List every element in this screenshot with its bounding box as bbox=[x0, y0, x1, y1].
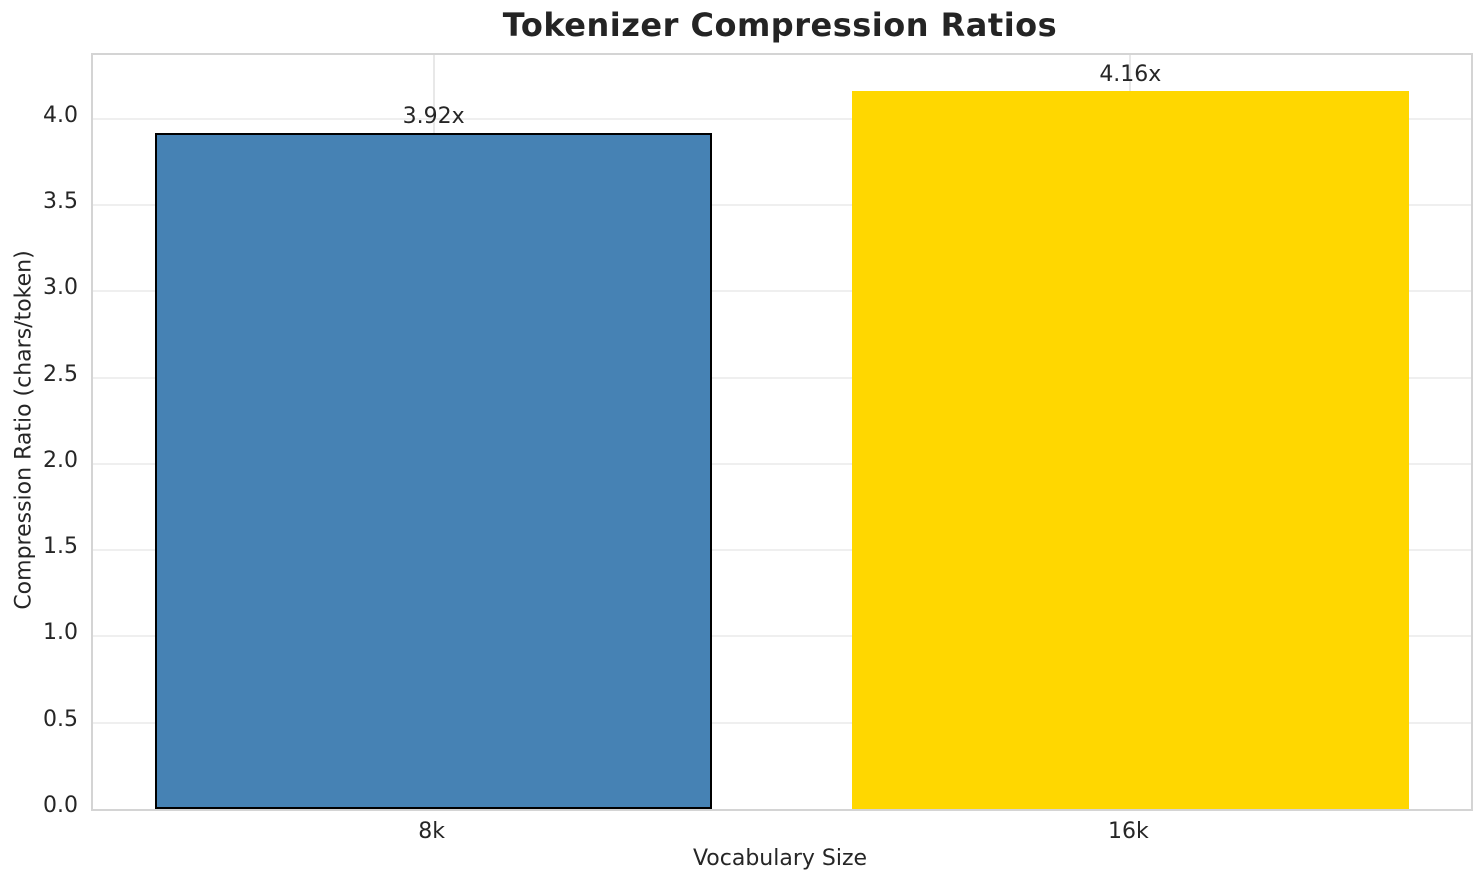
gridline-horizontal bbox=[93, 462, 1471, 465]
gridline-horizontal bbox=[93, 204, 1471, 207]
ytick-label: 0.5 bbox=[43, 706, 78, 732]
chart-title: Tokenizer Compression Ratios bbox=[502, 6, 1058, 44]
xtick-label: 8k bbox=[418, 819, 446, 844]
ytick-label: 0.0 bbox=[43, 793, 78, 818]
ytick-label: 4.0 bbox=[43, 102, 78, 128]
plot-area: 3.92x 4.16x bbox=[91, 53, 1473, 811]
bar-8k bbox=[155, 133, 712, 809]
bar-value-label: 4.16x bbox=[1099, 62, 1162, 87]
gridline-horizontal bbox=[93, 721, 1471, 724]
x-axis-label: Vocabulary Size bbox=[692, 846, 868, 871]
ytick-label: 3.5 bbox=[43, 189, 78, 215]
xtick-label: 16k bbox=[1107, 819, 1149, 844]
ytick-label: 1.5 bbox=[43, 534, 78, 560]
bar-value-label: 3.92x bbox=[402, 104, 465, 129]
gridline-horizontal bbox=[93, 290, 1471, 293]
ytick-label: 2.0 bbox=[43, 447, 78, 473]
gridline-horizontal bbox=[93, 117, 1471, 120]
gridline-horizontal bbox=[93, 376, 1471, 379]
bar-16k bbox=[852, 91, 1409, 809]
ytick-label: 1.0 bbox=[43, 620, 78, 646]
ytick-label: 3.0 bbox=[43, 275, 78, 301]
ytick-label: 2.5 bbox=[43, 361, 78, 387]
gridline-horizontal bbox=[93, 635, 1471, 638]
y-axis-label: Compression Ratio (chars/token) bbox=[11, 250, 37, 610]
gridline-horizontal bbox=[93, 549, 1471, 552]
